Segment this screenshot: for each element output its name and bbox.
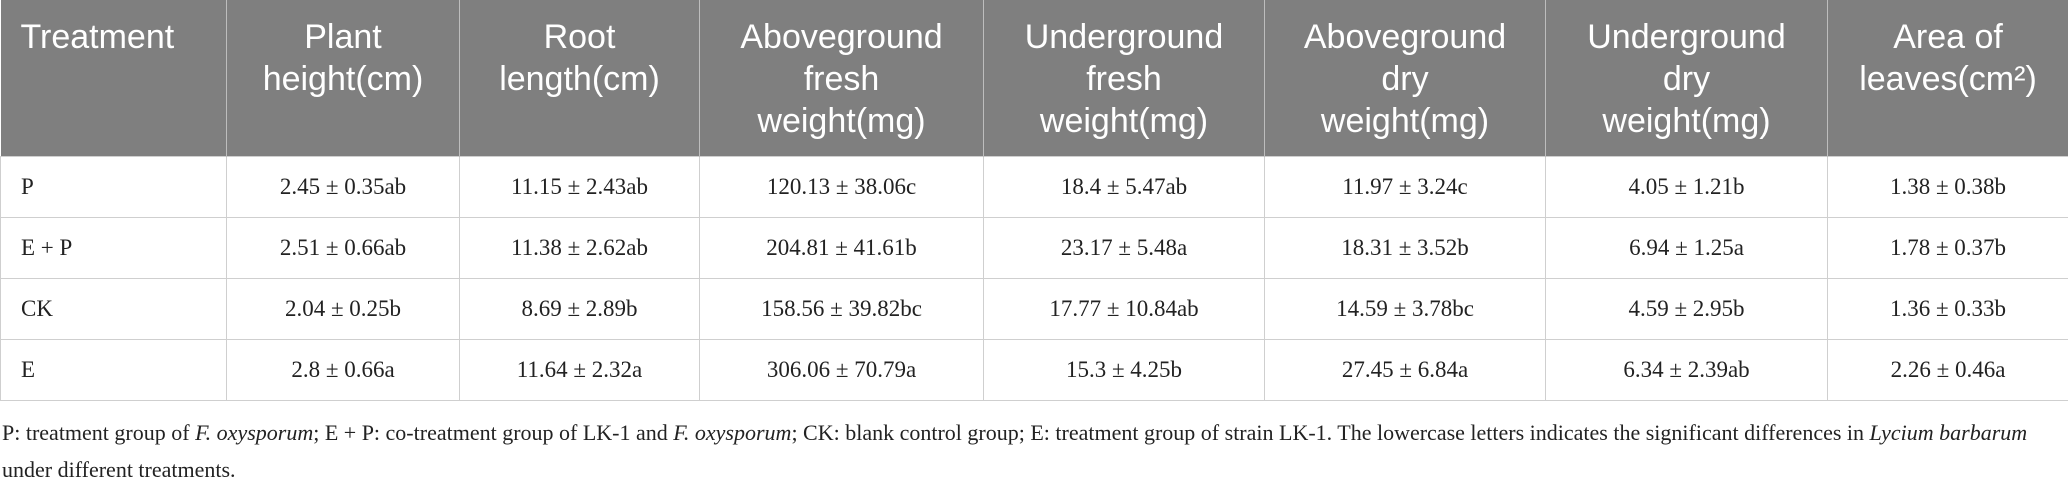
header-line: Aboveground <box>740 18 943 56</box>
table-row: P 2.45 ± 0.35ab 11.15 ± 2.43ab 120.13 ± 38.… <box>0 156 2068 218</box>
table-cell: 23.17 ± 5.48a <box>983 217 1265 279</box>
table-cell: 120.13 ± 38.06c <box>699 156 984 218</box>
table-cell: 158.56 ± 39.82bc <box>699 278 984 340</box>
header-cell: Underground fresh weight(mg) <box>983 0 1265 157</box>
table-cell: 204.81 ± 41.61b <box>699 217 984 279</box>
footnote: P: treatment group of F. oxysporum; E + … <box>2 414 2062 488</box>
table-cell: 17.77 ± 10.84ab <box>983 278 1265 340</box>
table-cell: 27.45 ± 6.84a <box>1264 339 1546 401</box>
italic-text: F. oxysporum <box>673 420 792 445</box>
table-cell: 1.36 ± 0.33b <box>1827 278 2068 340</box>
header-line: Area of <box>1893 18 2003 56</box>
header-cell: Treatment <box>0 0 227 157</box>
table-cell: 2.45 ± 0.35ab <box>226 156 460 218</box>
data-table: Treatment Plant height(cm) Root length(cm) Ab… <box>0 0 2068 401</box>
header-line: dry <box>1662 60 1711 98</box>
italic-text: Lycium barbarum <box>1869 420 2028 445</box>
header-line: Treatment <box>20 18 175 56</box>
table-cell: 6.34 ± 2.39ab <box>1545 339 1828 401</box>
table-cell: 11.15 ± 2.43ab <box>459 156 700 218</box>
table-cell: 11.64 ± 2.32a <box>459 339 700 401</box>
table-cell: 6.94 ± 1.25a <box>1545 217 1828 279</box>
table-cell: 11.38 ± 2.62ab <box>459 217 700 279</box>
header-line: height(cm) <box>262 60 424 98</box>
table-cell: 4.05 ± 1.21b <box>1545 156 1828 218</box>
footnote-text: under different treatments. <box>2 457 236 482</box>
header-line: Root <box>543 18 616 56</box>
table-cell: P <box>0 156 227 218</box>
table-cell: E + P <box>0 217 227 279</box>
header-cell: Aboveground dry weight(mg) <box>1264 0 1546 157</box>
header-cell: Underground dry weight(mg) <box>1545 0 1828 157</box>
table-cell: 1.78 ± 0.37b <box>1827 217 2068 279</box>
header-line: length(cm) <box>499 60 660 98</box>
header-line: Plant <box>304 18 382 56</box>
footnote-text: ; E + P: co-treatment group of LK-1 and <box>313 420 674 445</box>
header-line: leaves(cm²) <box>1859 60 2037 98</box>
table-cell: 11.97 ± 3.24c <box>1264 156 1546 218</box>
header-cell: Area of leaves(cm²) <box>1827 0 2068 157</box>
footnote-text: P: treatment group of <box>2 420 196 445</box>
table-row: E + P 2.51 ± 0.66ab 11.38 ± 2.62ab 204.81 ±… <box>0 217 2068 279</box>
header-cell: Plant height(cm) <box>226 0 460 157</box>
table-cell: 4.59 ± 2.95b <box>1545 278 1828 340</box>
table-row: CK 2.04 ± 0.25b 8.69 ± 2.89b 158.56 ± 39.82… <box>0 278 2068 340</box>
header-row: Treatment Plant height(cm) Root length(cm) Ab… <box>0 0 2068 157</box>
header-line: weight(mg) <box>1602 102 1771 140</box>
table-cell: 1.38 ± 0.38b <box>1827 156 2068 218</box>
italic-text: F. oxysporum <box>195 420 314 445</box>
table-row: E 2.8 ± 0.66a 11.64 ± 2.32a 306.06 ± 70.79a… <box>0 339 2068 401</box>
table-cell: 306.06 ± 70.79a <box>699 339 984 401</box>
table-body: P 2.45 ± 0.35ab 11.15 ± 2.43ab 120.13 ± 38.… <box>0 156 2068 401</box>
table-cell: 14.59 ± 3.78bc <box>1264 278 1546 340</box>
table-cell: 18.31 ± 3.52b <box>1264 217 1546 279</box>
header-line: Underground <box>1587 18 1786 56</box>
table-cell: 2.26 ± 0.46a <box>1827 339 2068 401</box>
header-line: weight(mg) <box>1320 102 1490 140</box>
header-line: fresh <box>1086 60 1162 98</box>
table-cell: 18.4 ± 5.47ab <box>983 156 1265 218</box>
header-line: fresh <box>803 60 880 98</box>
table-cell: 2.51 ± 0.66ab <box>226 217 460 279</box>
table-cell: 2.04 ± 0.25b <box>226 278 460 340</box>
header-line: Aboveground <box>1303 18 1507 56</box>
header-line: dry <box>1381 60 1429 98</box>
header-cell: Aboveground fresh weight(mg) <box>699 0 984 157</box>
header-line: weight(mg) <box>1039 102 1209 140</box>
header-line: Underground <box>1024 18 1224 56</box>
table-cell: CK <box>0 278 227 340</box>
header-cell: Root length(cm) <box>459 0 700 157</box>
table-cell: 2.8 ± 0.66a <box>226 339 460 401</box>
table-cell: 8.69 ± 2.89b <box>459 278 700 340</box>
table-cell: E <box>0 339 227 401</box>
header-line: weight(mg) <box>757 102 926 140</box>
footnote-text: ; CK: blank control group; E: treatment … <box>791 420 1870 445</box>
table-cell: 15.3 ± 4.25b <box>983 339 1265 401</box>
